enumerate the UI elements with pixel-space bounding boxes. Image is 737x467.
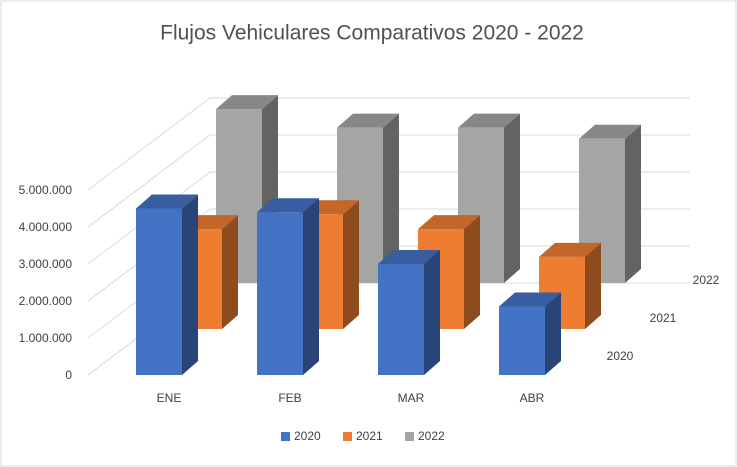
bar (539, 242, 601, 329)
bar-top (216, 95, 278, 110)
bar (378, 250, 440, 375)
grid-line (87, 171, 690, 265)
grid-line (87, 134, 690, 228)
grid-line (87, 208, 690, 302)
legend-swatch (281, 432, 290, 441)
bar-top (418, 215, 480, 230)
bar-top (499, 292, 561, 307)
y-tick-label: 4.000.000 (19, 220, 73, 234)
chart-title: Flujos Vehiculares Comparativos 2020 - 2… (160, 22, 584, 45)
bar-top (136, 194, 198, 209)
bar (136, 194, 198, 375)
x-tick-label: ABR (520, 391, 545, 405)
bar-front (136, 208, 182, 375)
x-tick-label: MAR (398, 391, 425, 405)
bar (499, 292, 561, 375)
bar-side (303, 198, 319, 375)
bar-side (625, 124, 641, 283)
bar (257, 198, 319, 375)
bar-top (539, 242, 601, 257)
bar-side (504, 113, 520, 283)
bar-front (499, 306, 545, 375)
y-tick-label: 1.000.000 (19, 331, 73, 345)
series-axis-label: 2022 (693, 273, 720, 287)
series-axis-label: 2020 (607, 349, 634, 363)
bar-top (458, 113, 520, 128)
bar-side (343, 200, 359, 329)
legend-swatch (405, 432, 414, 441)
bar-top (378, 250, 440, 264)
y-tick-label: 2.000.000 (19, 294, 73, 308)
bar-side (424, 250, 440, 375)
bar-side (464, 215, 480, 329)
y-tick-label: 5.000.000 (19, 183, 73, 197)
bar-side (182, 194, 198, 375)
bar-side (585, 242, 601, 329)
bar-front (257, 212, 303, 375)
legend-label: 2020 (294, 429, 321, 443)
y-tick-label: 0 (65, 368, 72, 382)
y-tick-label: 3.000.000 (19, 257, 73, 271)
bar-top (579, 124, 641, 139)
series-axis-label: 2021 (650, 311, 677, 325)
x-tick-label: FEB (278, 391, 301, 405)
bar-side (222, 215, 238, 329)
bar-side (383, 113, 399, 283)
bar-top (337, 113, 399, 128)
legend-label: 2021 (356, 429, 383, 443)
legend-swatch (343, 432, 352, 441)
bar-top (257, 198, 319, 213)
grid-line (87, 97, 690, 191)
legend-label: 2022 (418, 429, 445, 443)
bar-front (378, 264, 424, 375)
bar-side (545, 292, 561, 375)
x-tick-label: ENE (157, 391, 182, 405)
